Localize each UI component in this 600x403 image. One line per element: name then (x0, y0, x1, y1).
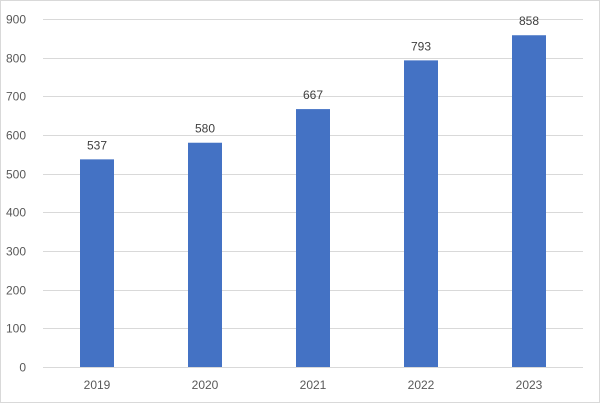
data-label-2023: 858 (519, 14, 539, 28)
data-labels: 537 580 667 793 858 (87, 14, 539, 152)
bar-2019 (80, 159, 114, 367)
bars (80, 35, 546, 368)
y-tick-label: 800 (6, 52, 26, 66)
y-tick-label: 300 (6, 245, 26, 259)
data-label-2022: 793 (411, 39, 431, 53)
y-tick-label: 900 (6, 13, 26, 27)
x-tick-label-2019: 2019 (84, 378, 111, 392)
y-axis-tick-labels: 0 100 200 300 400 500 600 700 800 900 (6, 13, 26, 375)
x-tick-label-2022: 2022 (408, 378, 435, 392)
data-label-2019: 537 (87, 138, 107, 152)
y-tick-label: 0 (19, 361, 26, 375)
bar-2022 (404, 60, 438, 368)
x-tick-label-2020: 2020 (192, 378, 219, 392)
y-tick-label: 600 (6, 129, 26, 143)
data-label-2021: 667 (303, 88, 323, 102)
data-label-2020: 580 (195, 122, 215, 136)
bar-2020 (188, 142, 222, 367)
y-tick-label: 400 (6, 206, 26, 220)
y-tick-label: 700 (6, 90, 26, 104)
y-tick-label: 500 (6, 168, 26, 182)
x-axis-tick-labels: 2019 2020 2021 2022 2023 (84, 378, 543, 392)
x-tick-label-2021: 2021 (300, 378, 327, 392)
x-tick-label-2023: 2023 (516, 378, 543, 392)
bar-2023 (512, 35, 546, 368)
y-tick-label: 100 (6, 322, 26, 336)
bar-2021 (296, 109, 330, 368)
y-tick-label: 200 (6, 284, 26, 298)
